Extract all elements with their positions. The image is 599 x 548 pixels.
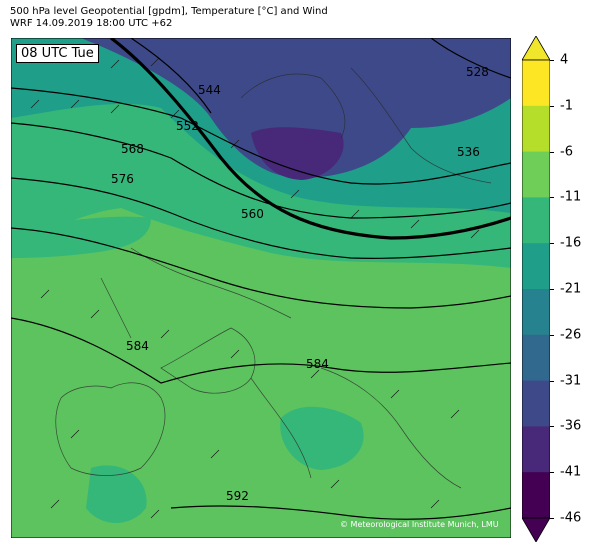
- colorbar-segment: [522, 426, 550, 473]
- colorbar-tick-label: -26: [560, 327, 582, 343]
- colorbar-tick-label: -31: [560, 373, 582, 389]
- colorbar-tick: [550, 380, 554, 382]
- temp-core-coldest: [251, 127, 344, 180]
- temp-patch-south: [280, 406, 364, 470]
- colorbar-tick: [550, 243, 554, 245]
- colorbar: [522, 36, 550, 542]
- temp-band-cold: [81, 38, 511, 178]
- colorbar-tick: [550, 334, 554, 336]
- colorbar-segment: [522, 380, 550, 427]
- colorbar-tick-label: -36: [560, 418, 582, 434]
- colorbar-tick: [550, 197, 554, 199]
- colorbar-segment: [522, 60, 550, 107]
- contour-label-584-west: 584: [126, 339, 149, 353]
- title-line-2: WRF 14.09.2019 18:00 UTC +62: [10, 18, 173, 29]
- colorbar-bottom-extension: [522, 517, 550, 542]
- colorbar-tick: [550, 518, 554, 519]
- colorbar-segment: [522, 151, 550, 198]
- colorbar-tick-label: -1: [560, 98, 573, 114]
- contour-552-bold: [110, 38, 511, 240]
- temp-patch-southwest: [86, 465, 147, 523]
- contour-label-576: 576: [111, 172, 134, 186]
- colorbar-segment: [522, 105, 550, 153]
- contour-label-568: 568: [121, 142, 144, 156]
- credit-text: © Meteorological Institute Munich, LMU: [340, 520, 499, 529]
- colorbar-tick: [550, 60, 554, 61]
- geopotential-contours: [11, 38, 511, 520]
- colorbar-frame: [522, 59, 550, 519]
- colorbar-tick-label: -46: [560, 510, 582, 526]
- colorbar-tick: [550, 472, 554, 474]
- colorbar-tick: [550, 426, 554, 428]
- colorbar-tick-label: -6: [560, 144, 573, 160]
- contour-label-592: 592: [226, 489, 249, 503]
- contour-label-544: 544: [198, 83, 221, 97]
- coastlines: [55, 67, 492, 489]
- colorbar-segment: [522, 243, 550, 290]
- colorbar-tick: [550, 151, 554, 153]
- colorbar-segment: [522, 197, 550, 244]
- colorbar-tick: [550, 105, 554, 107]
- colorbar-segment: [522, 334, 550, 382]
- valid-time-label: 08 UTC Tue: [16, 44, 99, 63]
- colorbar-tick-label: -11: [560, 189, 582, 205]
- contour-label-536: 536: [457, 145, 480, 159]
- colorbar-segments: [522, 60, 550, 519]
- colorbar-segment: [522, 289, 550, 336]
- colorbar-segment: [522, 472, 550, 519]
- colorbar-tick-label: -41: [560, 464, 582, 480]
- colorbar-top-extension: [522, 36, 550, 61]
- contour-label-560: 560: [241, 207, 264, 221]
- chart-title: 500 hPa level Geopotential [gpdm], Tempe…: [10, 6, 328, 30]
- colorbar-tick-label: 4: [560, 52, 569, 68]
- colorbar-tick-label: -16: [560, 235, 582, 251]
- contour-label-552: 552: [176, 119, 199, 133]
- contour-label-528: 528: [466, 65, 489, 79]
- colorbar-tick-label: -21: [560, 281, 582, 297]
- colorbar-tick: [550, 289, 554, 290]
- weather-map: 528 536 544 552 560 568 576 584 584 592: [11, 38, 511, 538]
- title-line-1: 500 hPa level Geopotential [gpdm], Tempe…: [10, 6, 328, 17]
- contour-label-584-east: 584: [306, 357, 329, 371]
